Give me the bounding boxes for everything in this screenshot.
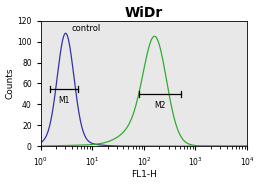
- Text: M1: M1: [58, 96, 70, 105]
- Y-axis label: Counts: Counts: [5, 68, 15, 99]
- Text: control: control: [72, 24, 101, 33]
- Text: M2: M2: [154, 101, 166, 110]
- X-axis label: FL1-H: FL1-H: [131, 170, 157, 179]
- Title: WiDr: WiDr: [125, 6, 163, 20]
